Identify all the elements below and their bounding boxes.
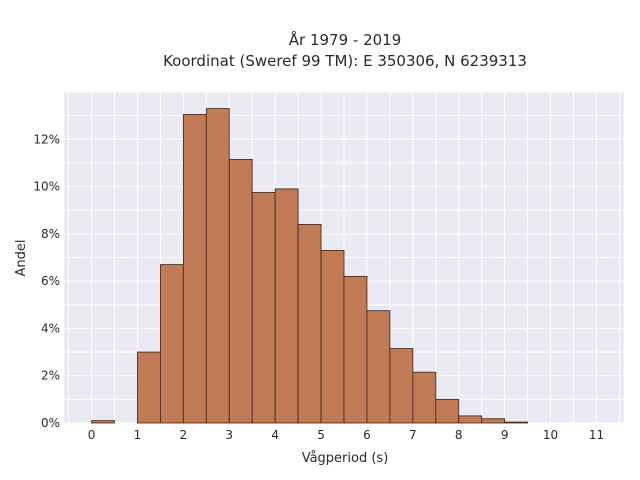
histogram-bar xyxy=(412,371,437,424)
histogram-bar xyxy=(159,264,184,424)
histogram-bar xyxy=(91,420,115,424)
x-tick-label: 1 xyxy=(134,428,142,442)
x-tick-label: 2 xyxy=(180,428,188,442)
x-tick-label: 5 xyxy=(317,428,325,442)
histogram-bar xyxy=(228,158,253,424)
histogram-bar xyxy=(435,398,460,424)
chart-title-line1: År 1979 - 2019 xyxy=(289,30,402,49)
y-tick-label: 12% xyxy=(33,132,60,146)
x-tick-label: 0 xyxy=(88,428,96,442)
y-tick-label: 10% xyxy=(33,180,60,194)
x-tick-label: 10 xyxy=(543,428,558,442)
x-tick-label: 11 xyxy=(589,428,604,442)
y-tick-label: 2% xyxy=(41,369,60,383)
y-tick-label: 0% xyxy=(41,416,60,430)
histogram-bar xyxy=(274,188,299,424)
x-tick-label: 4 xyxy=(271,428,279,442)
y-axis-ticks: 0% 2% 4% 6% 8% 10% 12% xyxy=(33,132,60,430)
x-tick-label: 7 xyxy=(409,428,417,442)
histogram-bar xyxy=(297,223,322,424)
x-tick-label: 6 xyxy=(363,428,371,442)
x-axis-ticks: 0 1 2 3 4 5 6 7 8 9 10 11 xyxy=(88,428,604,442)
histogram-bar xyxy=(504,421,529,424)
histogram-bar xyxy=(343,276,368,424)
y-tick-label: 8% xyxy=(41,227,60,241)
histogram-bar xyxy=(389,348,414,424)
x-tick-label: 9 xyxy=(501,428,509,442)
histogram-bar xyxy=(481,418,506,424)
x-axis-label: Vågperiod (s) xyxy=(302,451,389,466)
histogram-bar xyxy=(182,114,207,424)
x-tick-label: 8 xyxy=(455,428,463,442)
bars xyxy=(91,108,529,424)
histogram-bar xyxy=(251,192,276,424)
x-tick-label: 3 xyxy=(225,428,233,442)
histogram-bar xyxy=(320,250,345,424)
chart-title-line2: Koordinat (Sweref 99 TM): E 350306, N 62… xyxy=(163,52,527,70)
histogram-bar xyxy=(137,351,161,424)
histogram-bar xyxy=(458,415,483,424)
y-axis-label: Andel xyxy=(14,240,29,277)
y-tick-label: 4% xyxy=(41,321,60,335)
y-tick-label: 6% xyxy=(41,274,60,288)
histogram-bar xyxy=(205,108,230,424)
histogram-bar xyxy=(366,310,391,424)
